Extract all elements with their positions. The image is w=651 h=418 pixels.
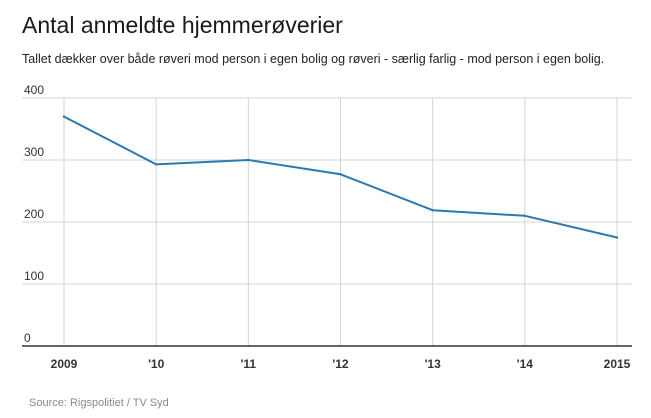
source-note: Source: Rigspolitiet / TV Syd (29, 397, 169, 409)
x-tick-label: 2009 (51, 357, 78, 371)
x-tick-label: 2015 (604, 357, 631, 371)
data-point (62, 115, 66, 118)
y-tick-label: 0 (24, 331, 31, 345)
chart-subtitle: Tallet dækker over både røveri mod perso… (22, 52, 605, 66)
x-tick-label: '11 (241, 357, 257, 371)
y-tick-label: 400 (24, 83, 44, 97)
x-tick-label: '10 (148, 357, 165, 371)
data-point (247, 158, 250, 162)
data-point (431, 209, 434, 212)
x-tick-label: '13 (425, 357, 442, 371)
chart-title: Antal anmeldte hjemmerøverier (22, 12, 343, 38)
x-tick-label: '12 (332, 357, 349, 371)
y-tick-label: 300 (24, 145, 44, 159)
data-point (523, 214, 527, 217)
y-tick-label: 100 (24, 269, 44, 283)
data-point (615, 236, 619, 239)
x-tick-label: '14 (517, 357, 534, 371)
y-tick-label: 200 (24, 207, 44, 221)
data-point (154, 163, 158, 166)
data-point (339, 173, 342, 176)
